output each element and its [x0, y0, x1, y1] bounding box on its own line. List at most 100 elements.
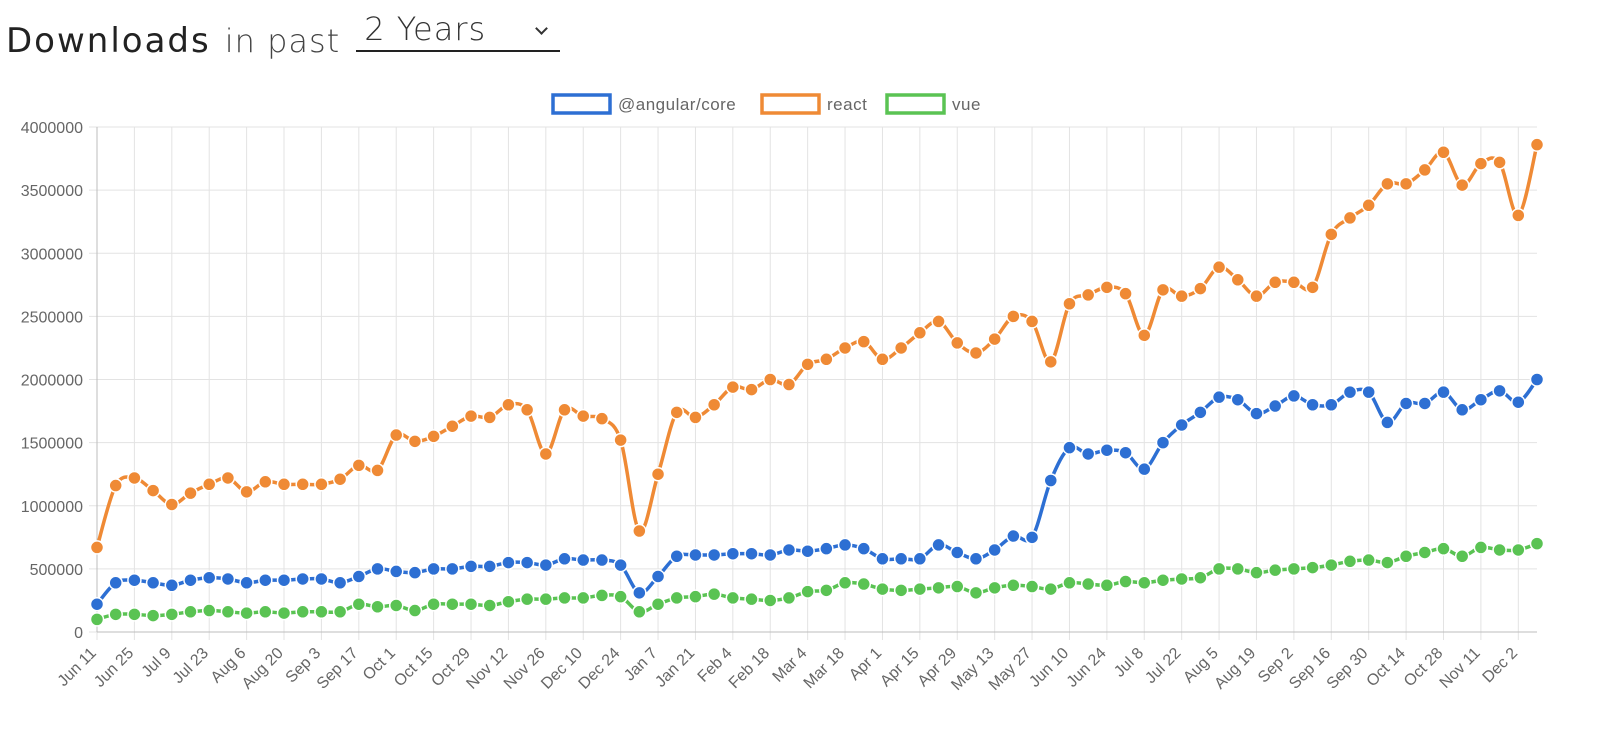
data-point-vue — [482, 598, 497, 613]
data-point-vue — [1417, 545, 1433, 560]
y-tick-label: 3000000 — [21, 246, 83, 263]
data-point-react — [538, 446, 554, 462]
data-point-vue — [1398, 549, 1414, 564]
legend-label-react: react — [827, 95, 867, 114]
legend-label-vue: vue — [952, 95, 981, 114]
data-point-vue — [1006, 578, 1021, 593]
data-point-react — [1043, 354, 1059, 370]
data-point-react — [519, 402, 535, 418]
data-point-angular-core — [426, 561, 441, 577]
data-point-vue — [1454, 549, 1470, 564]
data-point-angular-core — [1249, 406, 1264, 421]
data-point-vue — [1155, 572, 1171, 588]
data-point-react — [1380, 176, 1395, 192]
data-point-vue — [987, 580, 1002, 596]
data-point-angular-core — [968, 551, 984, 567]
data-point-vue — [295, 604, 310, 620]
data-point-vue — [1230, 561, 1246, 577]
data-point-angular-core — [931, 537, 946, 553]
data-point-angular-core — [744, 546, 759, 561]
data-point-angular-core — [538, 557, 554, 573]
y-tick-label: 3500000 — [21, 183, 83, 200]
data-point-vue — [781, 590, 797, 606]
data-point-react — [688, 410, 703, 425]
data-point-angular-core — [519, 555, 535, 570]
data-point-angular-core — [1118, 445, 1133, 460]
data-point-react — [1118, 286, 1133, 301]
data-point-react — [819, 352, 834, 367]
data-point-angular-core — [501, 555, 516, 570]
data-point-vue — [1492, 542, 1507, 558]
data-point-vue — [388, 598, 404, 613]
data-point-angular-core — [1099, 442, 1115, 458]
y-tick-label: 2500000 — [21, 309, 83, 326]
data-point-angular-core — [1230, 392, 1246, 407]
data-point-angular-core — [762, 547, 778, 563]
series-vue — [89, 536, 1545, 627]
x-tick-label: Jun 11 — [55, 645, 100, 690]
data-point-vue — [220, 604, 236, 620]
data-point-vue — [239, 605, 254, 621]
x-tick-label: May 27 — [986, 645, 1035, 694]
data-point-vue — [1174, 571, 1189, 587]
data-point-angular-core — [108, 575, 123, 591]
data-point-angular-core — [351, 569, 367, 584]
period-select[interactable]: 2 Years — [356, 8, 561, 52]
data-point-vue — [201, 603, 217, 618]
data-point-react — [463, 408, 479, 424]
data-point-angular-core — [183, 572, 198, 588]
data-point-vue — [800, 584, 815, 599]
y-tick-label: 0 — [74, 625, 83, 642]
data-point-react — [1492, 155, 1507, 170]
data-point-angular-core — [688, 547, 703, 563]
x-tick-label: Nov 12 — [463, 645, 511, 693]
data-point-react — [912, 325, 928, 341]
data-point-react — [800, 357, 815, 372]
data-point-angular-core — [220, 571, 236, 587]
data-point-angular-core — [669, 549, 684, 564]
downloads-line-chart: 4000000 3500000 3000000 2500000 2000000 15000… — [21, 93, 1545, 694]
y-tick-label: 4000000 — [21, 120, 83, 137]
data-point-angular-core — [837, 537, 853, 553]
downloads-header: Downloads in past 2 Years — [6, 8, 561, 61]
data-point-vue — [501, 594, 516, 609]
data-point-react — [1511, 208, 1526, 223]
data-point-vue — [1137, 575, 1152, 591]
data-point-react — [1193, 281, 1208, 296]
data-point-angular-core — [632, 585, 647, 601]
data-point-react — [351, 458, 367, 473]
data-point-angular-core — [594, 552, 610, 568]
data-point-react — [1417, 162, 1433, 178]
data-point-angular-core — [1342, 384, 1358, 400]
data-point-react — [1006, 309, 1021, 324]
x-tick-label: Sep 16 — [1286, 645, 1334, 693]
data-point-vue — [463, 596, 479, 612]
y-tick-label: 2000000 — [21, 373, 83, 390]
data-point-angular-core — [1062, 440, 1077, 455]
legend-swatch-vue — [885, 93, 946, 115]
x-tick-label: Dec 2 — [1480, 645, 1522, 687]
legend-item-vue: vue — [885, 93, 981, 115]
data-point-angular-core — [875, 551, 890, 567]
data-point-vue — [145, 608, 161, 623]
data-point-react — [407, 434, 423, 449]
data-point-react — [613, 432, 628, 448]
data-point-angular-core — [388, 564, 404, 579]
series-angular-core — [89, 372, 1545, 612]
data-point-angular-core — [1286, 388, 1302, 404]
data-point-react — [575, 408, 591, 424]
x-tick-label: Feb 18 — [726, 645, 773, 692]
data-point-vue — [950, 579, 965, 594]
data-point-vue — [426, 596, 441, 612]
data-point-react — [594, 411, 610, 426]
data-point-angular-core — [893, 551, 909, 567]
data-point-react — [1305, 280, 1320, 295]
data-point-vue — [688, 589, 703, 604]
data-point-react — [1024, 314, 1040, 329]
data-point-react — [950, 335, 965, 351]
data-point-vue — [968, 585, 984, 601]
data-point-react — [762, 372, 778, 387]
data-point-angular-core — [276, 572, 292, 588]
data-point-react — [781, 377, 797, 392]
data-point-angular-core — [781, 542, 797, 558]
